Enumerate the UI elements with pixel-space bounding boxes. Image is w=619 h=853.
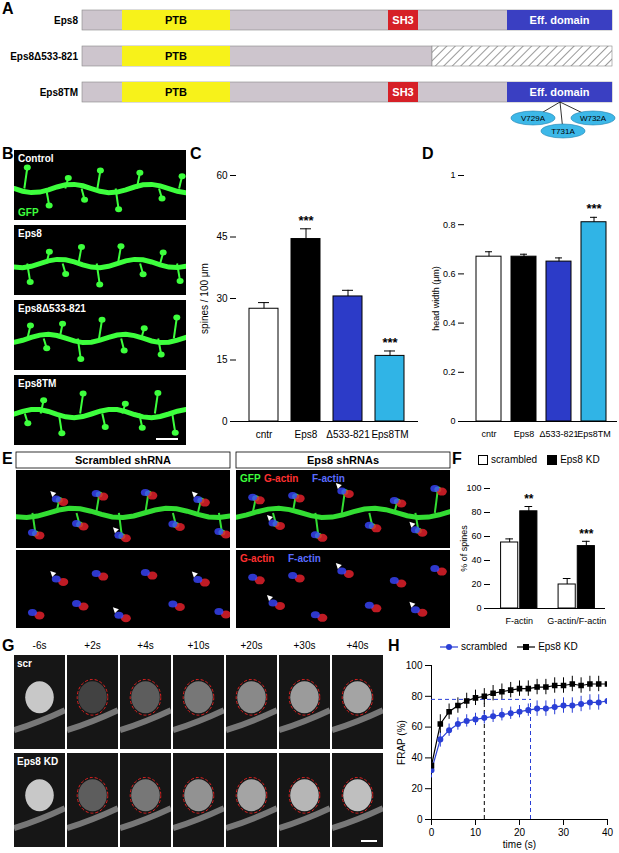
svg-text:T731A: T731A xyxy=(551,127,575,136)
svg-text:***: *** xyxy=(382,335,398,350)
svg-text:15: 15 xyxy=(216,354,228,365)
svg-text:G-actin: G-actin xyxy=(240,553,274,564)
html-text:scrambled: scrambled xyxy=(461,641,508,652)
svg-text:60: 60 xyxy=(411,721,423,732)
svg-text:cntr: cntr xyxy=(256,429,273,440)
svg-text:30: 30 xyxy=(216,293,228,304)
svg-text:spines / 100 μm: spines / 100 μm xyxy=(199,263,210,334)
svg-text:+10s: +10s xyxy=(188,640,210,651)
html-text:Eps8 KD: Eps8 KD xyxy=(538,641,578,652)
svg-text:80: 80 xyxy=(471,507,481,517)
svg-text:***: *** xyxy=(586,201,602,216)
svg-text:G-actin/F-actin: G-actin/F-actin xyxy=(547,616,606,626)
svg-text:0: 0 xyxy=(417,814,423,825)
svg-text:F-actin: F-actin xyxy=(312,473,345,484)
svg-text:20: 20 xyxy=(514,827,526,838)
svg-text:Scrambled shRNA: Scrambled shRNA xyxy=(75,454,171,466)
svg-text:FRAP (%): FRAP (%) xyxy=(396,720,407,765)
svg-text:0.2: 0.2 xyxy=(443,367,456,377)
svg-text:PTB: PTB xyxy=(165,86,187,98)
svg-text:Eps8TM: Eps8TM xyxy=(371,429,408,440)
svg-text:0: 0 xyxy=(476,603,481,613)
svg-text:***: *** xyxy=(298,213,314,228)
svg-text:+40s: +40s xyxy=(347,640,369,651)
html-text:scrambled: scrambled xyxy=(491,454,538,465)
html-text:C: C xyxy=(190,145,202,162)
svg-text:-6s: -6s xyxy=(33,640,47,651)
svg-text:Eps8TM: Eps8TM xyxy=(577,429,611,439)
svg-text:Eps8 shRNAs: Eps8 shRNAs xyxy=(307,454,379,466)
svg-text:Eps8: Eps8 xyxy=(514,429,535,439)
svg-text:G-actin: G-actin xyxy=(264,473,298,484)
svg-text:Eff. domain: Eff. domain xyxy=(530,86,590,98)
svg-text:Eps8Δ533-821: Eps8Δ533-821 xyxy=(10,51,78,62)
svg-text:+20s: +20s xyxy=(241,640,263,651)
svg-text:+2s: +2s xyxy=(84,640,100,651)
svg-text:40: 40 xyxy=(411,752,423,763)
svg-text:B: B xyxy=(2,145,14,162)
svg-text:0: 0 xyxy=(450,416,455,426)
svg-text:cntr: cntr xyxy=(481,429,496,439)
svg-text:G: G xyxy=(2,637,14,654)
svg-text:20: 20 xyxy=(411,783,423,794)
svg-text:Δ533-821: Δ533-821 xyxy=(539,429,578,439)
svg-text:Eps8: Eps8 xyxy=(54,15,78,26)
svg-text:+30s: +30s xyxy=(294,640,316,651)
svg-text:100: 100 xyxy=(406,660,423,671)
svg-text:GFP: GFP xyxy=(18,207,39,218)
svg-text:0: 0 xyxy=(222,416,228,427)
svg-text:0.6: 0.6 xyxy=(443,269,456,279)
svg-text:PTB: PTB xyxy=(165,14,187,26)
html-text:H: H xyxy=(388,637,400,654)
svg-text:F-actin: F-actin xyxy=(288,553,321,564)
svg-text:Eps8TM: Eps8TM xyxy=(18,378,56,389)
svg-text:**: ** xyxy=(524,492,534,506)
html-text:F: F xyxy=(452,450,462,467)
svg-text:Eps8: Eps8 xyxy=(18,228,42,239)
svg-text:SH3: SH3 xyxy=(392,14,413,26)
svg-text:time (s): time (s) xyxy=(503,839,536,850)
svg-text:40: 40 xyxy=(602,827,614,838)
svg-text:PTB: PTB xyxy=(165,50,187,62)
svg-text:W732A: W732A xyxy=(580,114,607,123)
svg-text:1: 1 xyxy=(450,170,455,180)
svg-text:E: E xyxy=(2,450,13,467)
svg-text:40: 40 xyxy=(471,555,481,565)
svg-text:60: 60 xyxy=(471,531,481,541)
svg-text:45: 45 xyxy=(216,231,228,242)
svg-text:0.8: 0.8 xyxy=(443,220,456,230)
html-text:D: D xyxy=(422,145,434,162)
svg-text:60: 60 xyxy=(216,170,228,181)
svg-text:Eps8 KD: Eps8 KD xyxy=(17,756,58,767)
svg-text:A: A xyxy=(2,0,14,17)
html-text:Eps8 KD: Eps8 KD xyxy=(560,454,600,465)
svg-text:10: 10 xyxy=(470,827,482,838)
svg-text:0.4: 0.4 xyxy=(443,318,456,328)
svg-text:Eps8Δ533-821: Eps8Δ533-821 xyxy=(18,303,86,314)
svg-text:GFP: GFP xyxy=(240,473,261,484)
svg-text:head width (μm): head width (μm) xyxy=(431,266,441,331)
svg-text:***: *** xyxy=(579,527,593,541)
svg-text:20: 20 xyxy=(471,579,481,589)
svg-text:% of spines: % of spines xyxy=(459,525,469,572)
svg-text:0: 0 xyxy=(429,827,435,838)
svg-text:80: 80 xyxy=(411,691,423,702)
svg-text:SH3: SH3 xyxy=(392,86,413,98)
svg-text:30: 30 xyxy=(558,827,570,838)
svg-text:F-actin: F-actin xyxy=(505,616,533,626)
svg-text:Eps8TM: Eps8TM xyxy=(40,87,78,98)
svg-text:V729A: V729A xyxy=(521,114,546,123)
svg-text:scr: scr xyxy=(17,658,32,669)
svg-text:+4s: +4s xyxy=(137,640,153,651)
svg-text:Eps8: Eps8 xyxy=(295,429,318,440)
svg-text:Eff. domain: Eff. domain xyxy=(530,14,590,26)
svg-text:100: 100 xyxy=(466,483,481,493)
svg-text:Δ533-821: Δ533-821 xyxy=(326,429,370,440)
svg-text:Control: Control xyxy=(18,153,54,164)
